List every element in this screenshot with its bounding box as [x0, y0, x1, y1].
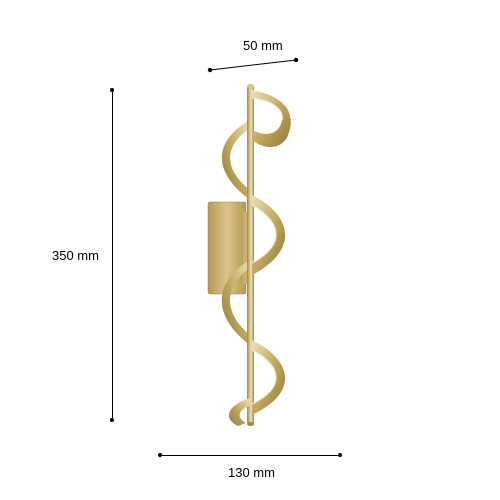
bracket-icon — [208, 202, 246, 294]
product-illustration — [0, 0, 500, 500]
spiral-ribbon-back — [222, 120, 250, 200]
diagram-container: 50 mm 350 mm 130 mm — [0, 0, 500, 500]
